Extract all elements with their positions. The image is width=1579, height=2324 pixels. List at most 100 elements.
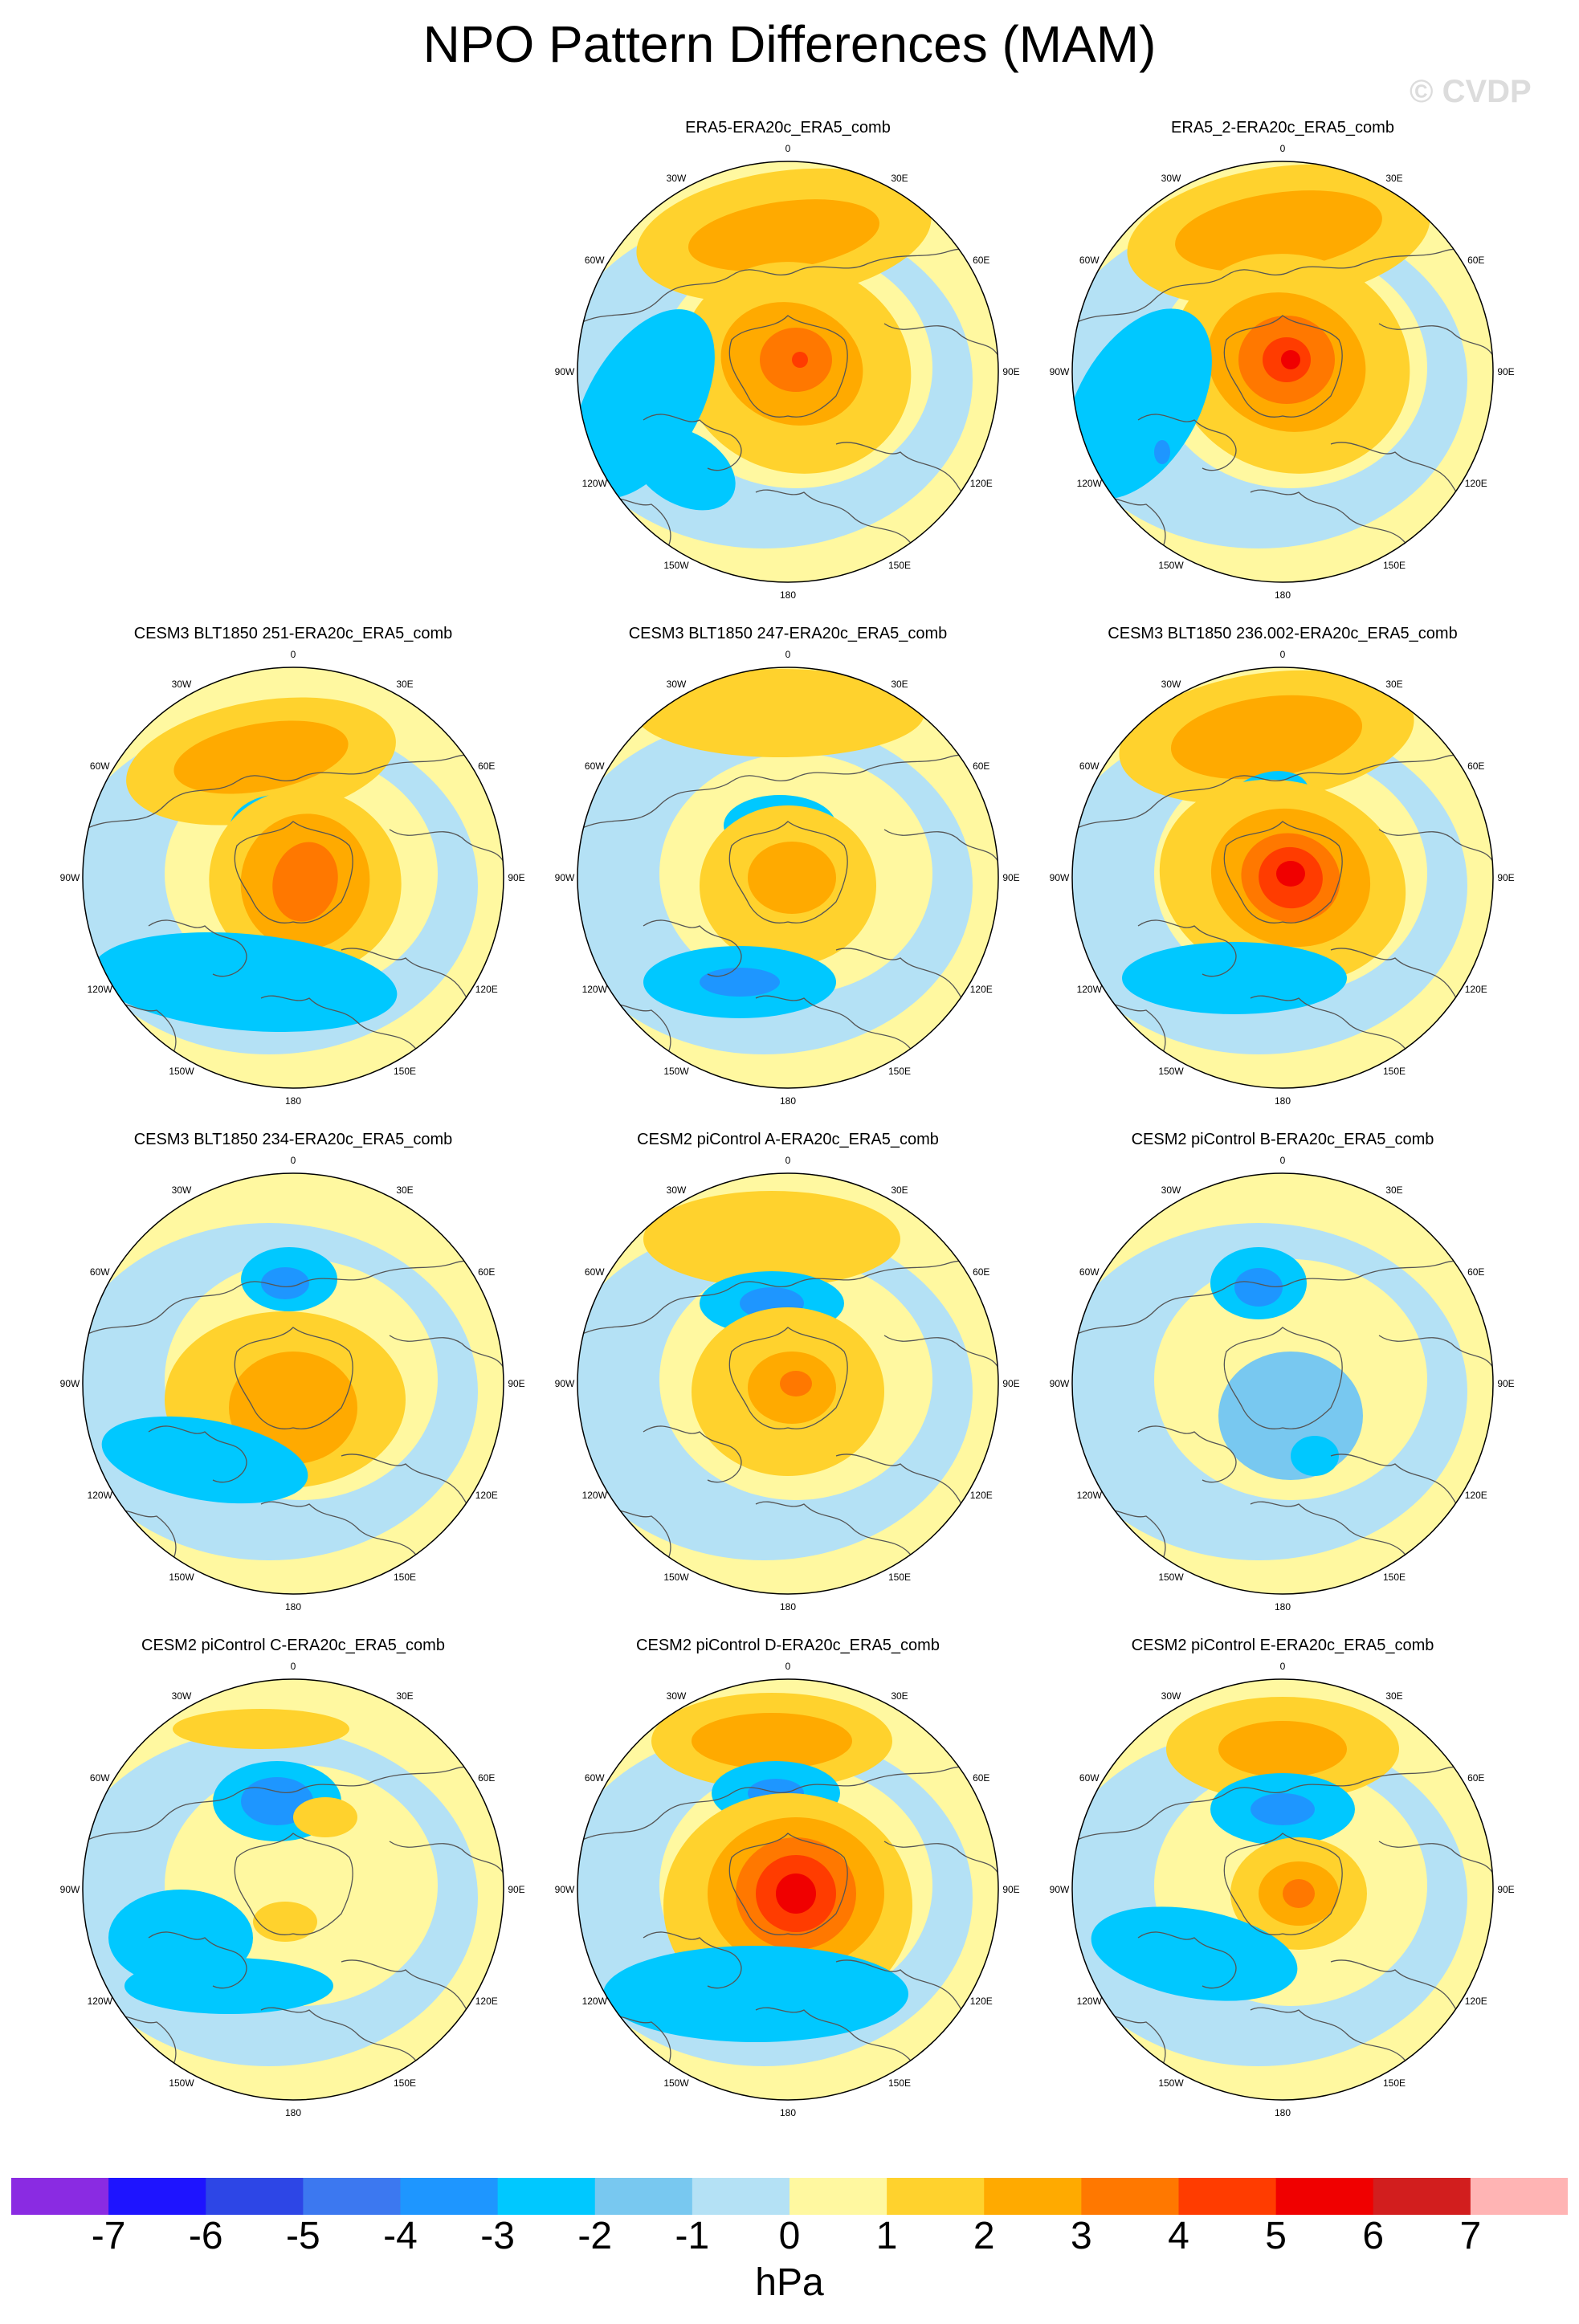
longitude-label: 150W [169, 2077, 194, 2089]
longitude-label: 60W [585, 1772, 605, 1784]
longitude-label: 180 [1275, 1095, 1291, 1107]
colorbar-tick-labels: -7 -6 -5 -4 -3 -2 -1 0 1 2 3 4 5 6 7 [0, 2214, 1579, 2262]
anomaly-contour [700, 968, 780, 997]
longitude-label: 120W [1077, 1490, 1103, 1501]
coastline [1073, 1766, 1493, 1842]
coastline [883, 829, 998, 862]
coastline [883, 1335, 998, 1368]
anomaly-contour [1091, 1906, 1298, 2001]
longitude-label: 30E [1385, 1184, 1402, 1196]
map-boundary [1071, 1172, 1494, 1595]
coastline [1137, 414, 1237, 471]
longitude-label: 30E [891, 173, 908, 184]
longitude-label: 90E [1002, 1884, 1019, 1895]
longitude-label: 90W [60, 1378, 80, 1389]
colorbar-swatch [303, 2178, 401, 2215]
longitude-label: 150E [1383, 2077, 1406, 2089]
anomaly-contour [631, 426, 736, 511]
longitude-label: 180 [780, 2107, 796, 2118]
anomaly-contour [1072, 308, 1212, 499]
coastline [1223, 1327, 1343, 1429]
longitude-label: 120W [1077, 478, 1103, 489]
map-boundary [577, 161, 999, 583]
longitude-label: 60E [1467, 1772, 1484, 1784]
panel-title: CESM2 piControl E-ERA20c_ERA5_comb [1131, 1637, 1434, 1654]
colorbar-swatch [11, 2178, 109, 2215]
anomaly-contour [792, 352, 808, 368]
colorbar-tick: -6 [188, 2215, 223, 2257]
longitude-label: 60W [1079, 1266, 1100, 1278]
colorbar-swatch [1178, 2178, 1277, 2215]
colorbar-tick: 2 [973, 2215, 995, 2257]
longitude-label: 30E [396, 1690, 413, 1702]
longitude-label: 90W [1050, 1884, 1070, 1895]
colorbar-swatch [790, 2178, 887, 2215]
longitude-label: 30W [667, 1690, 687, 1702]
anomaly-contour [603, 1946, 908, 2042]
longitude-label: 120W [1077, 1996, 1103, 2007]
longitude-label: 150W [663, 560, 689, 571]
anomaly-contour [1122, 942, 1347, 1014]
coastline [234, 1833, 353, 1935]
polar-map: 180 150E 120E 90E 60E 30E 0 30W 60W 90W 120W 150W [555, 143, 1020, 601]
longitude-label: 90E [508, 1378, 524, 1389]
longitude-label: 60E [1467, 255, 1484, 266]
polar-map: 180 150E 120E 90E 60E 30E 0 30W 60W 90W 120W 150W [1050, 1661, 1515, 2118]
colorbar-swatch [206, 2178, 304, 2215]
longitude-label: 120E [970, 1490, 993, 1501]
anomaly-contour [101, 1416, 308, 1504]
coastline [883, 323, 998, 357]
longitude-label: 60W [90, 1772, 110, 1784]
longitude-label: 60E [1467, 1266, 1484, 1278]
coastline [1137, 1425, 1237, 1483]
anomaly-contour [1170, 695, 1363, 780]
longitude-label: 150E [394, 2077, 416, 2089]
map-panel-cesm2-a: CESM2 piControl A-ERA20c_ERA5_comb 180 15… [547, 1131, 1029, 1645]
longitude-label: 120W [582, 984, 608, 995]
longitude-label: 30W [172, 1184, 192, 1196]
coastline [883, 1841, 998, 1874]
anomaly-contour [1283, 1879, 1315, 1908]
anomaly-contour [1218, 1721, 1347, 1777]
coastline [1378, 829, 1493, 862]
longitude-label: 0 [1280, 143, 1286, 154]
anomaly-contour [776, 1873, 816, 1914]
coastline [1223, 1833, 1343, 1935]
longitude-label: 0 [291, 1155, 296, 1166]
anomaly-contour [1218, 1352, 1363, 1480]
coastline [1073, 754, 1493, 830]
coastline [578, 248, 998, 324]
longitude-label: 0 [291, 649, 296, 660]
panel-title: CESM2 piControl D-ERA20c_ERA5_comb [636, 1637, 940, 1654]
polar-map: 180 150E 120E 90E 60E 30E 0 30W 60W 90W 120W 150W [60, 1661, 525, 2118]
longitude-label: 0 [785, 1661, 791, 1672]
longitude-label: 120E [1465, 1996, 1487, 2007]
longitude-label: 30W [172, 679, 192, 690]
longitude-label: 90E [508, 872, 524, 883]
longitude-label: 60E [1467, 760, 1484, 772]
polar-map: 180 150E 120E 90E 60E 30E 0 30W 60W 90W 120W 150W [555, 649, 1020, 1107]
longitude-label: 90W [555, 1884, 575, 1895]
coastline [1378, 323, 1493, 357]
colorbar-tick: 0 [778, 2215, 801, 2257]
coastline [578, 1766, 998, 1842]
map-boundary [82, 1678, 504, 2101]
panel-title: ERA5-ERA20c_ERA5_comb [685, 119, 891, 137]
longitude-label: 180 [285, 2107, 301, 2118]
map-panel-cesm2-d: CESM2 piControl D-ERA20c_ERA5_comb 180 15… [547, 1637, 1029, 2151]
map-boundary [577, 1678, 999, 2101]
map-panel-era5-2: ERA5_2-ERA20c_ERA5_comb 180 150E 120E 90E 60… [1042, 119, 1524, 633]
longitude-label: 90E [508, 1884, 524, 1895]
longitude-label: 30W [667, 1184, 687, 1196]
longitude-label: 150E [1383, 1572, 1406, 1583]
panel-title: CESM3 BLT1850 251-ERA20c_ERA5_comb [133, 625, 453, 642]
longitude-label: 150W [663, 1572, 689, 1583]
longitude-label: 30E [1385, 173, 1402, 184]
longitude-label: 0 [785, 649, 791, 660]
coastline [1223, 821, 1343, 923]
anomaly-contour [253, 1902, 317, 1942]
coastline [1073, 1260, 1493, 1336]
colorbar-swatch [1081, 2178, 1179, 2215]
colorbar-units-label: hPa [755, 2261, 824, 2304]
longitude-label: 180 [780, 1601, 796, 1613]
